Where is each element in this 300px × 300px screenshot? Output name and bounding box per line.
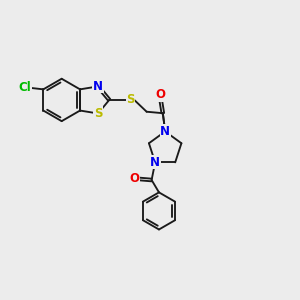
Text: O: O — [129, 172, 139, 185]
Text: O: O — [155, 88, 165, 101]
Text: N: N — [160, 125, 170, 138]
Text: S: S — [94, 107, 102, 120]
Text: Cl: Cl — [19, 81, 32, 94]
Text: N: N — [93, 80, 103, 93]
Text: S: S — [126, 93, 135, 106]
Text: N: N — [150, 156, 160, 169]
